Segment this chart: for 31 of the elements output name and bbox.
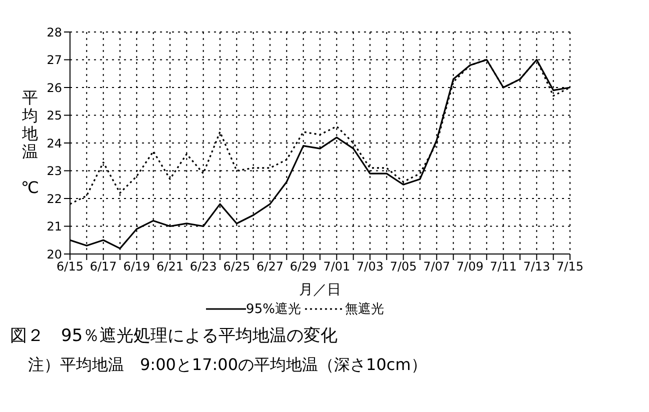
x-tick-label: 6/29 [290, 260, 317, 274]
x-tick-label: 6/17 [90, 260, 117, 274]
y-tick-label: 25 [46, 108, 62, 123]
y-tick-label: 21 [46, 220, 62, 234]
text: 注）平均地温 9:00と17:00の平均地温（深さ10cm） [28, 355, 428, 376]
y-tick-label: 23 [46, 164, 62, 178]
y-tick-label: 20 [46, 247, 62, 262]
x-tick-label: 7/09 [456, 260, 484, 274]
x-tick-label: 7/03 [356, 260, 384, 274]
x-tick-label: 6/23 [190, 260, 217, 274]
x-tick-label: 6/21 [156, 260, 184, 274]
x-tick-label: 6/27 [256, 260, 284, 274]
y-tick-label: 28 [46, 25, 62, 40]
x-axis-title: 月／日 [299, 282, 341, 298]
legend-label: 95%遮光 [246, 301, 301, 318]
y-axis-title: 平均地温 ℃ [21, 88, 39, 197]
x-tick-label: 7/15 [556, 260, 584, 274]
x-tick-label: 6/25 [223, 260, 250, 274]
legend-label: 無遮光 [344, 301, 384, 318]
x-tick-label: 7/11 [490, 260, 517, 274]
x-tick-label: 6/19 [123, 260, 150, 274]
text: 図２ 95％遮光処理による平均地温の変化 [10, 325, 339, 347]
x-tick-label: 7/13 [523, 260, 550, 274]
x-tick-label: 7/01 [323, 260, 350, 274]
x-tick-label: 7/05 [390, 260, 417, 274]
x-tick-label: 6/15 [56, 260, 84, 274]
y-tick-label: 26 [46, 80, 62, 95]
x-tick-label: 7/07 [423, 260, 450, 274]
y-tick-label: 27 [46, 53, 62, 68]
y-tick-label: 24 [46, 136, 62, 150]
y-tick-label: 22 [46, 192, 62, 206]
